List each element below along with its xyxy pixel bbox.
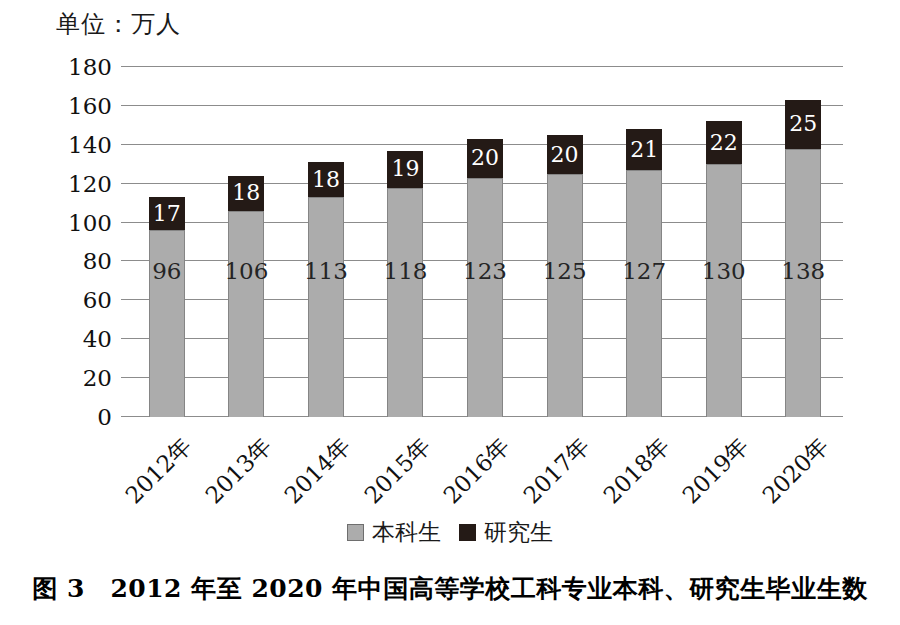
grad-value-2015: 19 (391, 158, 419, 180)
y-axis-tick-0: 0 (97, 406, 112, 429)
bars-layer: 17962012年181062013年181132014年191182015年2… (127, 67, 843, 417)
bar-group-2019: 221302019年 (684, 67, 764, 417)
undergrad-value-2019: 130 (702, 260, 746, 283)
grad-segment-2020: 25 (785, 100, 821, 149)
undergrad-segment-2019 (706, 164, 742, 417)
y-axis-tick-60: 60 (83, 289, 112, 312)
bar-group-2018: 211272018年 (604, 67, 684, 417)
bar-stack-2013: 18 (228, 176, 264, 417)
figure-caption: 图 3 2012 年至 2020 年中国高等学校工科专业本科、研究生毕业生数 (0, 572, 900, 605)
grad-value-2016: 20 (471, 147, 499, 169)
grad-segment-2012: 17 (149, 197, 185, 230)
x-axis-label-2020: 2020年 (756, 431, 836, 511)
undergrad-value-2015: 118 (384, 260, 428, 283)
undergrad-value-2017: 125 (543, 260, 587, 283)
undergrad-value-2018: 127 (622, 260, 666, 283)
legend-label-grad: 研究生 (484, 517, 553, 548)
undergrad-value-2012: 96 (152, 260, 181, 283)
grad-value-2019: 22 (710, 132, 738, 154)
bar-group-2016: 201232016年 (445, 67, 525, 417)
x-axis-label-2019: 2019年 (676, 431, 756, 511)
grad-segment-2015: 19 (387, 151, 423, 188)
y-axis-tick-100: 100 (68, 211, 112, 234)
grad-segment-2016: 20 (467, 139, 503, 178)
grad-value-2017: 20 (551, 144, 579, 166)
bar-group-2020: 251382020年 (764, 67, 844, 417)
undergrad-value-2020: 138 (781, 260, 825, 283)
grad-segment-2019: 22 (706, 121, 742, 164)
undergrad-segment-2016 (467, 178, 503, 417)
y-axis-tick-80: 80 (83, 250, 112, 273)
legend-label-undergrad: 本科生 (372, 517, 441, 548)
bar-group-2015: 191182015年 (366, 67, 446, 417)
bar-group-2017: 201252017年 (525, 67, 605, 417)
y-axis-tick-40: 40 (83, 328, 112, 351)
grad-value-2014: 18 (312, 169, 340, 191)
x-axis-label-2016: 2016年 (437, 431, 517, 511)
legend: 本科生 研究生 (0, 517, 900, 548)
x-axis-label-2018: 2018年 (596, 431, 676, 511)
grad-segment-2017: 20 (547, 135, 583, 174)
x-axis-label-2012: 2012年 (119, 431, 199, 511)
unit-label: 单位：万人 (56, 8, 181, 40)
grad-value-2013: 18 (232, 182, 260, 204)
undergrad-value-2013: 106 (224, 260, 268, 283)
grad-swatch-icon (459, 524, 476, 541)
grad-value-2020: 25 (789, 113, 817, 135)
bar-stack-2014: 18 (308, 162, 344, 417)
x-axis-label-2015: 2015年 (358, 431, 438, 511)
undergrad-segment-2014 (308, 197, 344, 417)
grad-value-2012: 17 (153, 203, 181, 225)
undergrad-segment-2017 (547, 174, 583, 417)
bar-stack-2012: 17 (149, 197, 185, 417)
x-axis-label-2017: 2017年 (517, 431, 597, 511)
undergrad-value-2014: 113 (304, 260, 348, 283)
undergrad-value-2016: 123 (463, 260, 507, 283)
plot-area: 020406080100120140160180 17962012年181062… (127, 67, 843, 417)
undergrad-segment-2013 (228, 211, 264, 417)
y-axis-tick-180: 180 (68, 56, 112, 79)
figure-page: 单位：万人 0 20 40 60 80 100 120 140 160 180 17 96 2012年… (0, 0, 900, 625)
bar-group-2014: 181132014年 (286, 67, 366, 417)
grad-segment-2018: 21 (626, 129, 662, 170)
undergrad-segment-2015 (387, 188, 423, 417)
y-axis-tick-140: 140 (68, 133, 112, 156)
y-axis-tick-160: 160 (68, 94, 112, 117)
legend-item-undergrad: 本科生 (347, 517, 441, 548)
bar-group-2012: 17962012年 (127, 67, 207, 417)
x-axis-label-2014: 2014年 (278, 431, 358, 511)
grad-segment-2013: 18 (228, 176, 264, 211)
y-axis-tick-120: 120 (68, 172, 112, 195)
undergrad-swatch-icon (347, 524, 364, 541)
x-axis-label-2013: 2013年 (199, 431, 279, 511)
grad-value-2018: 21 (630, 139, 658, 161)
legend-item-grad: 研究生 (459, 517, 553, 548)
y-axis-tick-20: 20 (83, 367, 112, 390)
bar-group-2013: 181062013年 (207, 67, 287, 417)
undergrad-segment-2018 (626, 170, 662, 417)
grad-segment-2014: 18 (308, 162, 344, 197)
